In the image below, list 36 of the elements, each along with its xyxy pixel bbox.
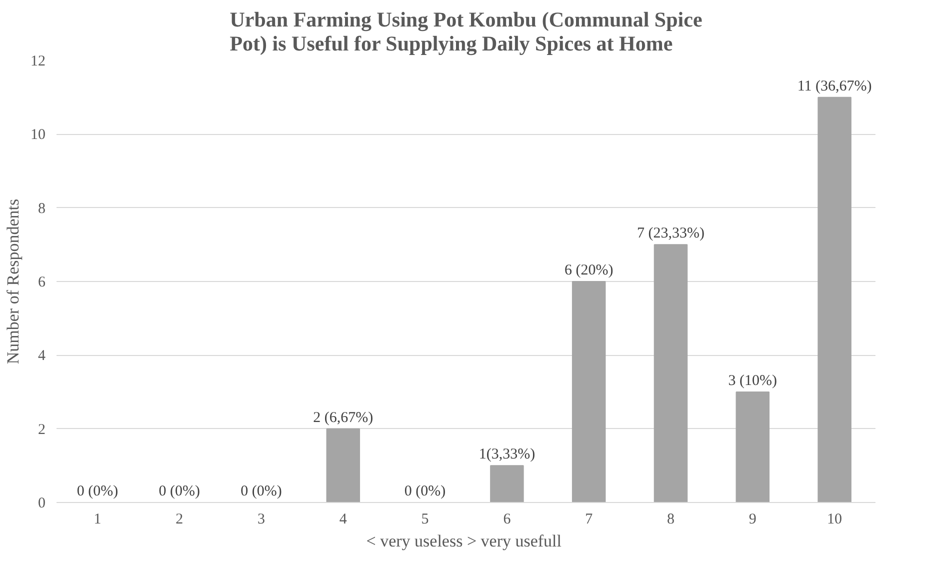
bar <box>572 281 606 502</box>
y-tick-label: 6 <box>38 274 46 290</box>
y-tick-label: 12 <box>30 54 46 70</box>
y-axis-title: Number of Respondents <box>4 198 22 364</box>
y-tick-label: 10 <box>30 127 46 144</box>
y-tick-label: 4 <box>38 348 46 364</box>
data-label: 0 (0%) <box>76 484 118 500</box>
bar <box>818 96 852 502</box>
data-label: 3 (10%) <box>728 373 778 389</box>
bar <box>654 244 688 502</box>
x-tick-label: 9 <box>748 512 756 528</box>
x-tick-label: 8 <box>667 512 674 528</box>
y-tick-label: 0 <box>38 496 46 512</box>
data-label: 11 (36,67%) <box>797 78 872 94</box>
bar <box>490 465 524 502</box>
x-tick-label: 1 <box>94 512 102 528</box>
x-tick-label: 6 <box>503 512 512 528</box>
bar <box>736 392 770 502</box>
data-label: 1(3,33%) <box>478 446 536 463</box>
x-tick-label: 10 <box>827 512 842 528</box>
x-axis-title: < very useless > very usefull <box>366 532 562 550</box>
x-tick-label: 7 <box>585 512 594 528</box>
x-tick-label: 2 <box>176 512 184 528</box>
y-tick-label: 8 <box>38 200 46 217</box>
y-tick-label: 2 <box>38 422 46 438</box>
data-label: 7 (23,33%) <box>637 226 705 242</box>
bar <box>326 428 360 502</box>
chart-title: Urban Farming Using Pot Kombu (Communal Spice Pot) is Useful for Supplying Daily Spices at Home <box>230 8 702 56</box>
data-label: 0 (0%) <box>240 484 282 500</box>
x-tick-label: 3 <box>258 512 265 528</box>
data-label: 2 (6,67%) <box>313 410 374 426</box>
data-label: 6 (20%) <box>564 262 614 278</box>
x-tick-label: 5 <box>421 512 429 528</box>
data-label: 0 (0%) <box>404 484 446 500</box>
x-tick-label: 4 <box>339 512 348 528</box>
data-label: 0 (0%) <box>158 484 200 500</box>
